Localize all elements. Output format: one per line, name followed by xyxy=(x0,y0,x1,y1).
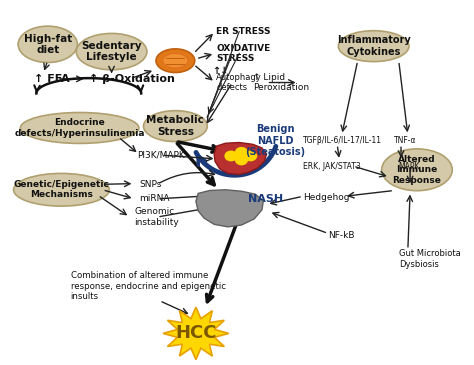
Text: ER STRESS: ER STRESS xyxy=(217,27,271,36)
Text: SNPs: SNPs xyxy=(139,180,161,189)
Ellipse shape xyxy=(18,26,77,62)
Circle shape xyxy=(245,151,256,161)
Text: ↑↓: ↑↓ xyxy=(212,65,228,76)
Ellipse shape xyxy=(163,53,188,68)
Ellipse shape xyxy=(156,49,195,73)
Circle shape xyxy=(236,155,247,165)
Ellipse shape xyxy=(76,34,147,70)
Circle shape xyxy=(236,147,247,157)
Text: Inflammatory
Cytokines: Inflammatory Cytokines xyxy=(337,35,410,57)
Text: Benign
NAFLD
(Steatosis): Benign NAFLD (Steatosis) xyxy=(246,124,306,157)
Text: Genomic
instability: Genomic instability xyxy=(134,207,179,227)
Text: Altered
Immune
Response: Altered Immune Response xyxy=(392,155,441,185)
Text: ERK, JAK/STAT3: ERK, JAK/STAT3 xyxy=(303,162,361,171)
Text: miRNA: miRNA xyxy=(139,194,169,203)
Ellipse shape xyxy=(338,31,409,62)
Ellipse shape xyxy=(144,111,207,142)
Text: Metabolic
Stress: Metabolic Stress xyxy=(146,115,204,137)
Text: Endocrine
defects/Hyperinsulinemia: Endocrine defects/Hyperinsulinemia xyxy=(14,118,145,138)
Ellipse shape xyxy=(20,112,139,143)
Text: ↑ Lipid
Peroxidation: ↑ Lipid Peroxidation xyxy=(253,73,309,92)
Ellipse shape xyxy=(382,149,452,191)
Text: MAPK: MAPK xyxy=(399,162,420,171)
Circle shape xyxy=(225,151,237,161)
Text: PI3K/MAPK: PI3K/MAPK xyxy=(137,151,184,160)
Text: Genetic/Epigenetic
Mechanisms: Genetic/Epigenetic Mechanisms xyxy=(13,180,109,199)
Text: HCC: HCC xyxy=(175,324,217,342)
Polygon shape xyxy=(196,190,264,227)
Text: NF-kB: NF-kB xyxy=(328,231,355,240)
Ellipse shape xyxy=(14,173,109,206)
Text: High-fat
diet: High-fat diet xyxy=(24,34,72,55)
Text: Sedentary
Lifestyle: Sedentary Lifestyle xyxy=(81,41,142,62)
Text: Hedgehog: Hedgehog xyxy=(303,193,349,201)
Text: TGFβ/IL-6/IL-17/IL-11: TGFβ/IL-6/IL-17/IL-11 xyxy=(303,136,382,145)
Text: OXIDATIVE
STRESS: OXIDATIVE STRESS xyxy=(217,44,271,63)
Text: ↑ FFA: ↑ FFA xyxy=(34,74,70,84)
Text: Combination of altered immune
response, endocrine and epigenetic
insults: Combination of altered immune response, … xyxy=(71,271,226,301)
Text: TNF-α: TNF-α xyxy=(394,136,417,145)
Polygon shape xyxy=(163,307,229,360)
Text: Gut Microbiota
Dysbiosis: Gut Microbiota Dysbiosis xyxy=(399,249,460,269)
Text: NASH: NASH xyxy=(248,194,283,204)
Polygon shape xyxy=(214,142,266,174)
Text: ↑ β-Oxidation: ↑ β-Oxidation xyxy=(89,74,174,84)
Text: Autophagy
defects: Autophagy defects xyxy=(217,73,262,92)
